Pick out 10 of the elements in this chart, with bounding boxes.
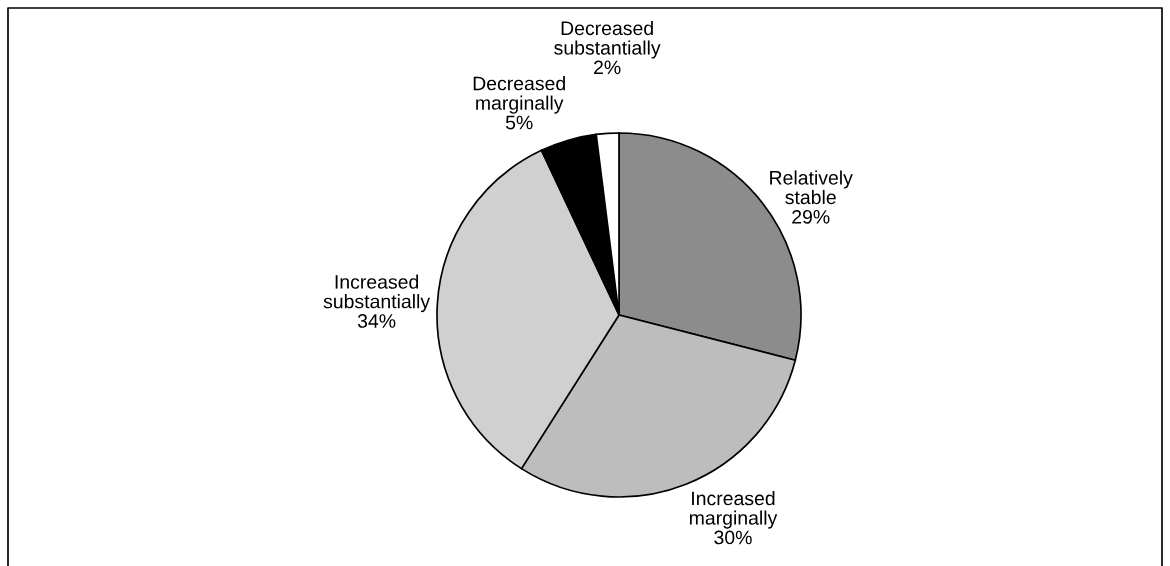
data-label: 34% (357, 314, 396, 328)
slice-label: Increased marginally (689, 490, 778, 529)
data-label: 5% (505, 115, 533, 130)
slice-label: Decreased substantially (554, 20, 661, 59)
data-label: 2% (594, 60, 621, 75)
slice-label: Increased substantially (323, 274, 431, 313)
slice-label: Relatively stable (770, 170, 853, 205)
data-label: 30% (714, 530, 752, 545)
data-label: 29% (792, 209, 830, 224)
slice-label: Decreased marginally (473, 76, 565, 114)
